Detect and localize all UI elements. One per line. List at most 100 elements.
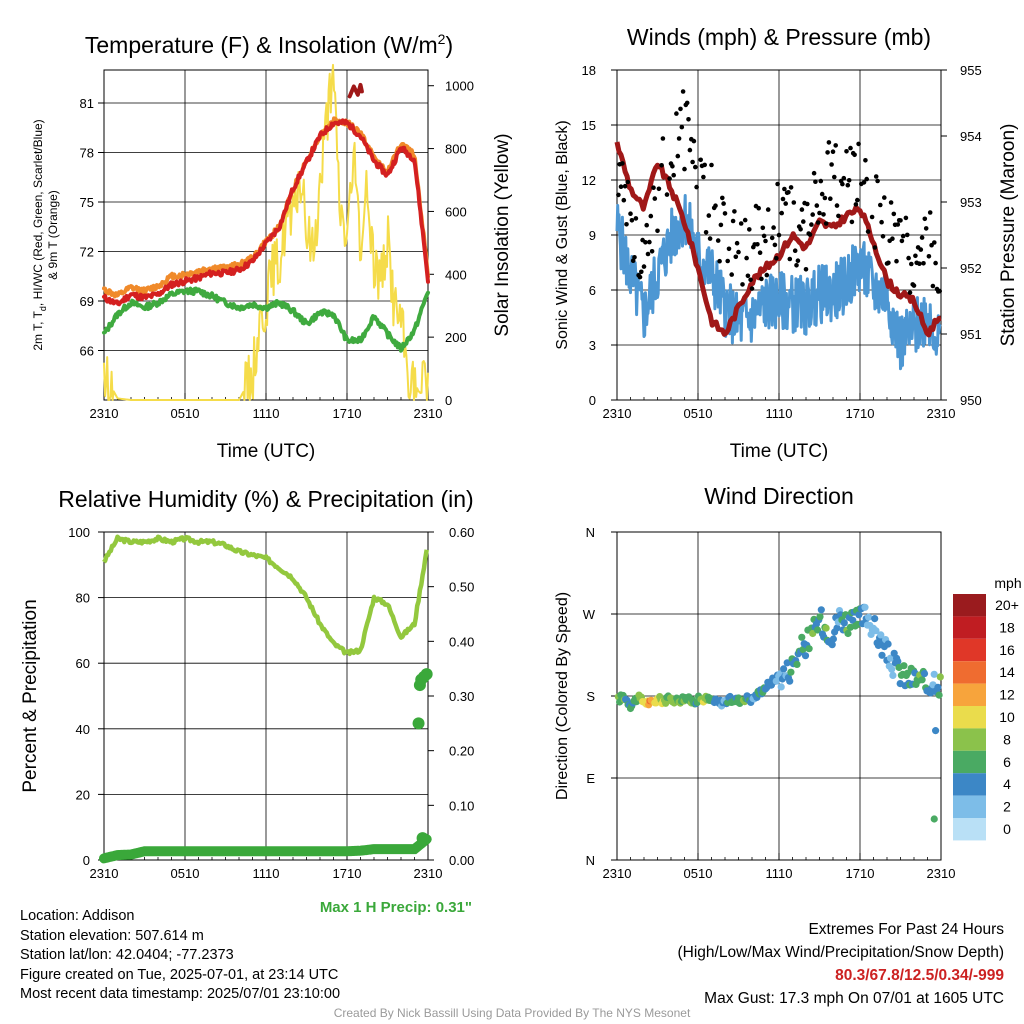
panel-3-y2-tick-label: 0.10 bbox=[449, 798, 474, 813]
gust-point bbox=[882, 195, 887, 200]
panel-4-x-tick-label: 1110 bbox=[766, 866, 793, 881]
panel-2-y-tick-label: 9 bbox=[589, 228, 596, 243]
gust-point bbox=[703, 230, 709, 235]
gust-point bbox=[763, 238, 768, 244]
direction-point bbox=[855, 611, 863, 619]
gust-point bbox=[691, 138, 697, 144]
speed-legend-swatch bbox=[953, 773, 986, 796]
gust-point bbox=[748, 277, 753, 283]
gust-point bbox=[809, 222, 814, 227]
panel-3-x-tick-label: 1710 bbox=[333, 866, 362, 881]
gust-point bbox=[744, 255, 749, 261]
gust-point bbox=[803, 267, 809, 272]
direction-point bbox=[833, 624, 841, 632]
gust-point bbox=[682, 166, 687, 172]
gust-point bbox=[836, 213, 841, 219]
gust-point bbox=[629, 218, 635, 223]
gust-point bbox=[927, 210, 933, 215]
gust-point bbox=[694, 184, 699, 190]
panel-1-title: Temperature (F) & Insolation (W/m2) bbox=[85, 31, 453, 58]
speed-legend-label: 10 bbox=[999, 709, 1015, 725]
gust-point bbox=[798, 227, 803, 232]
gust-point bbox=[620, 161, 625, 166]
gust-point bbox=[825, 150, 830, 155]
panel-3-x-tick-label: 2310 bbox=[90, 866, 119, 881]
gust-point bbox=[779, 210, 784, 216]
panel-2-y-label: Sonic Wind & Gust (Blue, Black) bbox=[554, 120, 571, 349]
panel-2-y2-tick-label: 952 bbox=[960, 261, 982, 276]
gust-point bbox=[900, 233, 906, 239]
direction-point bbox=[849, 616, 857, 624]
direction-point bbox=[662, 699, 670, 707]
gust-point bbox=[721, 201, 726, 206]
panel-1-y-tick-label: 69 bbox=[80, 294, 94, 309]
max-precip-annotation: Max 1 H Precip: 0.31" bbox=[320, 899, 472, 916]
panel-3-y-tick-label: 100 bbox=[68, 525, 90, 540]
gust-point bbox=[801, 219, 806, 224]
direction-point bbox=[793, 660, 801, 669]
gust-point bbox=[913, 253, 918, 259]
speed-legend-title: mph bbox=[994, 575, 1021, 591]
gust-point bbox=[760, 225, 766, 231]
gust-point bbox=[686, 117, 691, 122]
gust-point bbox=[675, 153, 681, 159]
speed-legend-label: 14 bbox=[999, 664, 1015, 680]
panel-3-y2-tick-label: 0.00 bbox=[449, 853, 474, 868]
gust-point bbox=[795, 258, 801, 264]
gust-point bbox=[805, 201, 810, 207]
location-text: Location: Addison bbox=[20, 908, 135, 924]
panel-1-y2-tick-label: 600 bbox=[445, 204, 467, 219]
gust-point bbox=[733, 254, 739, 260]
gust-point bbox=[878, 202, 883, 208]
speed-legend-swatch bbox=[953, 750, 986, 774]
gust-point bbox=[937, 288, 942, 294]
panel-3-x-tick-label: 1110 bbox=[253, 866, 280, 881]
gust-point bbox=[765, 207, 771, 212]
gust-point bbox=[830, 149, 836, 154]
gust-point bbox=[919, 235, 925, 240]
panel-1-y2-label: Solar Insolation (Yellow) bbox=[492, 133, 513, 336]
panel-4-x-tick-label: 2310 bbox=[603, 866, 632, 881]
panel-4-y-label: Direction (Colored By Speed) bbox=[554, 592, 571, 800]
panel-2-y2-tick-label: 953 bbox=[960, 195, 982, 210]
gust-point bbox=[787, 256, 793, 262]
gust-point bbox=[769, 235, 775, 241]
panel-2-y2-label: Station Pressure (Maroon) bbox=[998, 124, 1019, 347]
speed-legend-label: 2 bbox=[1003, 799, 1011, 815]
speed-legend-swatch bbox=[953, 683, 986, 706]
gust-point bbox=[898, 218, 903, 223]
gust-point bbox=[742, 217, 748, 223]
gust-point bbox=[643, 240, 648, 245]
panel-4-title: Wind Direction bbox=[704, 483, 854, 509]
panel-2-y2-tick-label: 950 bbox=[960, 393, 982, 408]
gust-point bbox=[888, 200, 894, 205]
panel-3-x-tick-label: 0510 bbox=[171, 866, 200, 881]
panel-1-y-tick-label: 81 bbox=[80, 96, 94, 111]
gust-point bbox=[861, 180, 867, 185]
gust-point bbox=[894, 258, 899, 264]
gust-point bbox=[849, 219, 855, 225]
gust-point bbox=[720, 195, 725, 201]
gust-point bbox=[687, 147, 693, 153]
gust-point bbox=[922, 216, 928, 222]
gust-point bbox=[645, 251, 651, 257]
gust-point bbox=[917, 261, 922, 267]
gust-point bbox=[644, 222, 649, 228]
direction-point bbox=[865, 613, 873, 621]
panel-1-x-tick-label: 2310 bbox=[414, 406, 443, 421]
direction-point bbox=[829, 635, 838, 643]
gust-point bbox=[736, 249, 741, 255]
gust-point bbox=[659, 163, 664, 168]
gust-point bbox=[676, 136, 682, 141]
gust-point bbox=[624, 222, 629, 227]
panel-1-y2-tick-label: 1000 bbox=[445, 79, 474, 94]
gust-point bbox=[815, 220, 821, 225]
gust-point bbox=[865, 229, 871, 234]
temp-series-red bbox=[102, 118, 430, 307]
gust-point bbox=[718, 222, 724, 228]
panel-2-y2-tick-label: 951 bbox=[960, 327, 982, 342]
direction-point bbox=[903, 669, 912, 677]
direction-point bbox=[805, 645, 813, 653]
panel-1-y2-tick-label: 400 bbox=[445, 267, 467, 282]
panel-3-y-label: Percent & Precipitation bbox=[20, 599, 41, 792]
